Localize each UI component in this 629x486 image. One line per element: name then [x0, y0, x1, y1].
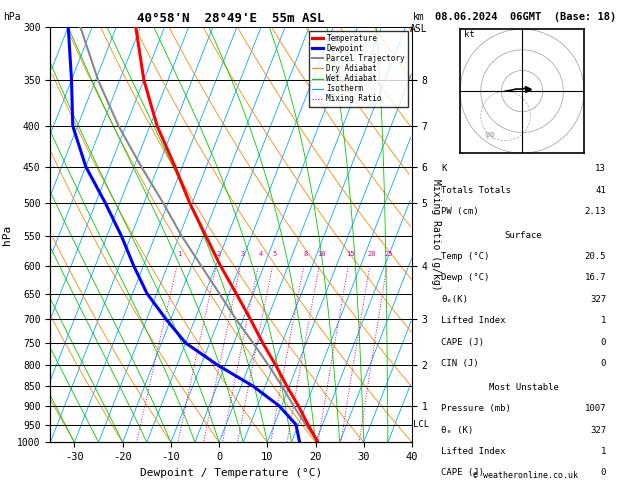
- Text: θₑ(K): θₑ(K): [441, 295, 468, 304]
- Text: © weatheronline.co.uk: © weatheronline.co.uk: [473, 471, 577, 480]
- Text: 40°58'N  28°49'E  55m ASL: 40°58'N 28°49'E 55m ASL: [137, 12, 325, 25]
- Text: φφ: φφ: [485, 130, 496, 139]
- Text: Pressure (mb): Pressure (mb): [441, 404, 511, 413]
- Text: Dewp (°C): Dewp (°C): [441, 274, 489, 282]
- Text: 0: 0: [601, 359, 606, 368]
- Text: 20.5: 20.5: [584, 252, 606, 261]
- Text: 16.7: 16.7: [584, 274, 606, 282]
- Text: 25: 25: [385, 251, 393, 257]
- Text: 13: 13: [596, 164, 606, 173]
- Text: 15: 15: [346, 251, 355, 257]
- Text: 2: 2: [216, 251, 221, 257]
- Text: Lifted Index: Lifted Index: [441, 447, 506, 456]
- X-axis label: Dewpoint / Temperature (°C): Dewpoint / Temperature (°C): [140, 468, 322, 478]
- Text: 8: 8: [304, 251, 308, 257]
- Text: 41: 41: [596, 186, 606, 194]
- Text: kt: kt: [464, 31, 475, 39]
- Text: CAPE (J): CAPE (J): [441, 469, 484, 477]
- Text: K: K: [441, 164, 447, 173]
- Text: km
ASL: km ASL: [409, 12, 427, 34]
- Text: LCL: LCL: [413, 420, 430, 429]
- Text: 327: 327: [590, 426, 606, 434]
- Text: 1: 1: [177, 251, 182, 257]
- Text: 20: 20: [367, 251, 376, 257]
- Text: hPa: hPa: [3, 12, 21, 22]
- Text: 0: 0: [601, 469, 606, 477]
- Text: 327: 327: [590, 295, 606, 304]
- Text: 08.06.2024  06GMT  (Base: 18): 08.06.2024 06GMT (Base: 18): [435, 12, 616, 22]
- Text: Lifted Index: Lifted Index: [441, 316, 506, 325]
- Text: Temp (°C): Temp (°C): [441, 252, 489, 261]
- Text: Most Unstable: Most Unstable: [489, 383, 559, 392]
- Text: 5: 5: [273, 251, 277, 257]
- Text: 10: 10: [317, 251, 326, 257]
- Text: CAPE (J): CAPE (J): [441, 338, 484, 347]
- Text: 1: 1: [601, 316, 606, 325]
- Text: θₑ (K): θₑ (K): [441, 426, 474, 434]
- Text: PW (cm): PW (cm): [441, 207, 479, 216]
- Text: 0: 0: [601, 338, 606, 347]
- Text: 4: 4: [259, 251, 263, 257]
- Y-axis label: Mixing Ratio (g/kg): Mixing Ratio (g/kg): [431, 179, 442, 290]
- Text: 1007: 1007: [584, 404, 606, 413]
- Legend: Temperature, Dewpoint, Parcel Trajectory, Dry Adiabat, Wet Adiabat, Isotherm, Mi: Temperature, Dewpoint, Parcel Trajectory…: [309, 31, 408, 106]
- Text: Totals Totals: Totals Totals: [441, 186, 511, 194]
- Text: 3: 3: [241, 251, 245, 257]
- Text: CIN (J): CIN (J): [441, 359, 479, 368]
- Y-axis label: hPa: hPa: [1, 225, 11, 244]
- Text: 2.13: 2.13: [584, 207, 606, 216]
- Text: 1: 1: [601, 447, 606, 456]
- Text: Surface: Surface: [505, 231, 542, 240]
